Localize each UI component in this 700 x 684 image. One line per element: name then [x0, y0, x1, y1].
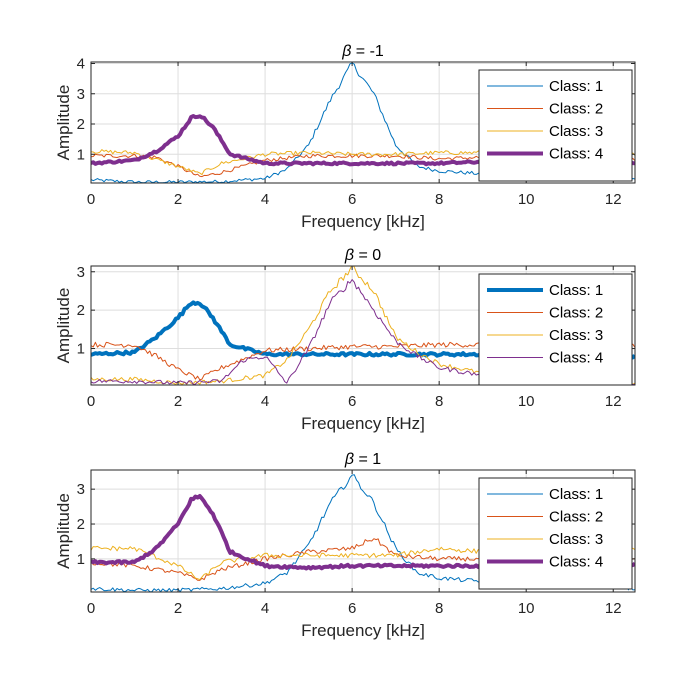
title-value: = -1 [351, 43, 384, 60]
y-axis-label: Amplitude [54, 493, 73, 569]
legend-box [478, 477, 633, 590]
y-tick-label: 1 [77, 146, 85, 163]
x-tick-label: 4 [261, 600, 269, 617]
x-tick-label: 4 [261, 393, 269, 410]
x-tick-label: 10 [518, 191, 535, 208]
y-axis-label: Amplitude [54, 288, 73, 364]
legend-box [478, 69, 633, 182]
x-tick-label: 6 [348, 393, 356, 410]
legend-label-class-4: Class: 4 [549, 350, 603, 367]
x-tick-label: 6 [348, 600, 356, 617]
subplot-title: β = 1 [344, 451, 381, 468]
x-tick-label: 10 [518, 600, 535, 617]
y-tick-label: 2 [77, 302, 85, 319]
x-tick-label: 8 [435, 191, 443, 208]
title-symbol: β [344, 247, 354, 264]
y-tick-label: 2 [77, 116, 85, 133]
x-tick-label: 4 [261, 191, 269, 208]
y-axis-label: Amplitude [54, 85, 73, 161]
legend-label-class-2: Class: 2 [549, 305, 603, 322]
y-tick-label: 1 [77, 551, 85, 568]
subplot-title: β = -1 [341, 43, 384, 60]
title-value: = 0 [354, 247, 381, 264]
legend-label-class-3: Class: 3 [549, 327, 603, 344]
legend-label-class-1: Class: 1 [549, 78, 603, 95]
x-tick-label: 0 [87, 191, 95, 208]
subplot-title: β = 0 [344, 247, 381, 264]
x-tick-label: 12 [605, 393, 622, 410]
legend-label-class-1: Class: 1 [549, 282, 603, 299]
y-tick-label: 3 [77, 86, 85, 103]
x-tick-label: 2 [174, 600, 182, 617]
x-tick-label: 10 [518, 393, 535, 410]
y-tick-label: 3 [77, 264, 85, 281]
legend: Class: 1 Class: 2 Class: 3 Class: 4 [478, 273, 633, 386]
legend-label-class-4: Class: 4 [549, 554, 603, 571]
axes-box [90, 61, 636, 184]
axes-box [90, 265, 636, 386]
title-symbol: β [344, 451, 354, 468]
x-tick-label: 0 [87, 600, 95, 617]
y-tick-label: 4 [77, 56, 85, 73]
legend-label-class-4: Class: 4 [549, 146, 603, 163]
legend-label-class-2: Class: 2 [549, 101, 603, 118]
x-tick-label: 6 [348, 191, 356, 208]
legend-label-class-2: Class: 2 [549, 509, 603, 526]
legend-label-class-1: Class: 1 [549, 486, 603, 503]
x-tick-label: 0 [87, 393, 95, 410]
legend-box [478, 273, 633, 386]
legend-label-class-3: Class: 3 [549, 123, 603, 140]
x-tick-label: 2 [174, 393, 182, 410]
x-tick-label: 12 [605, 191, 622, 208]
y-tick-label: 1 [77, 341, 85, 358]
x-axis-label: Frequency [kHz] [301, 414, 425, 433]
title-symbol: β [341, 43, 351, 60]
x-tick-label: 8 [435, 393, 443, 410]
x-axis-label: Frequency [kHz] [301, 212, 425, 231]
title-value: = 1 [354, 451, 381, 468]
y-tick-label: 3 [77, 481, 85, 498]
x-axis-label: Frequency [kHz] [301, 621, 425, 640]
legend: Class: 1 Class: 2 Class: 3 Class: 4 [478, 477, 633, 590]
legend-label-class-3: Class: 3 [549, 531, 603, 548]
x-tick-label: 12 [605, 600, 622, 617]
x-tick-label: 2 [174, 191, 182, 208]
x-tick-label: 8 [435, 600, 443, 617]
y-tick-label: 2 [77, 516, 85, 533]
legend: Class: 1 Class: 2 Class: 3 Class: 4 [478, 69, 633, 182]
axes-box [90, 469, 636, 593]
